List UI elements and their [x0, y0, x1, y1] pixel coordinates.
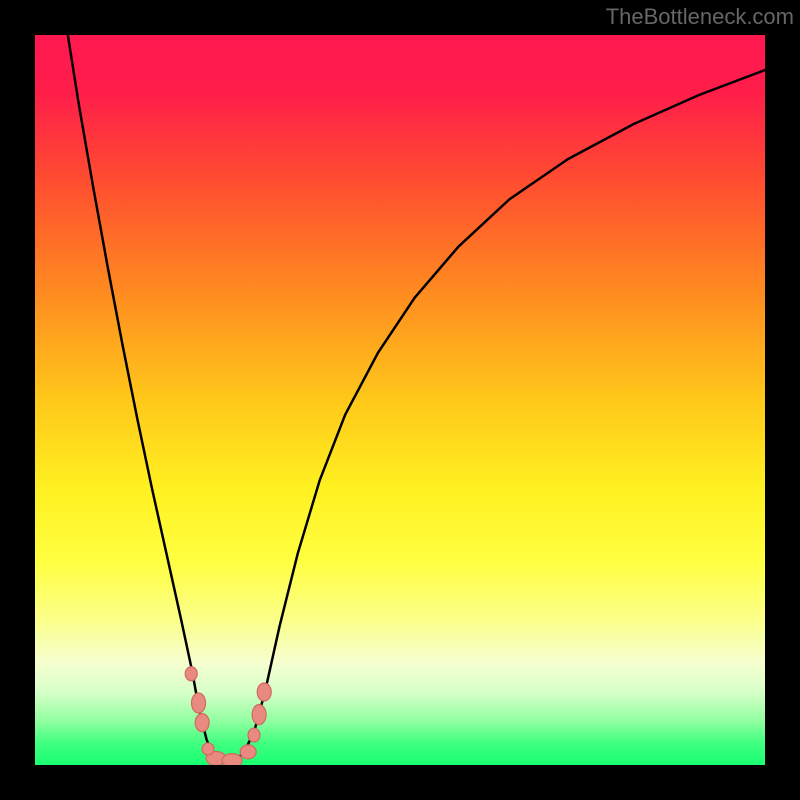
- marker-dot: [202, 743, 214, 755]
- chart-plot-area: [35, 35, 765, 765]
- watermark-text: TheBottleneck.com: [606, 4, 794, 30]
- marker-dot: [257, 683, 271, 701]
- marker-dot: [240, 745, 256, 759]
- chart-background: [35, 35, 765, 765]
- marker-dot: [222, 754, 242, 765]
- chart-svg: [35, 35, 765, 765]
- marker-dot: [252, 705, 266, 725]
- marker-dot: [248, 728, 260, 742]
- marker-dot: [185, 667, 197, 681]
- marker-dot: [192, 693, 206, 713]
- marker-dot: [195, 714, 209, 732]
